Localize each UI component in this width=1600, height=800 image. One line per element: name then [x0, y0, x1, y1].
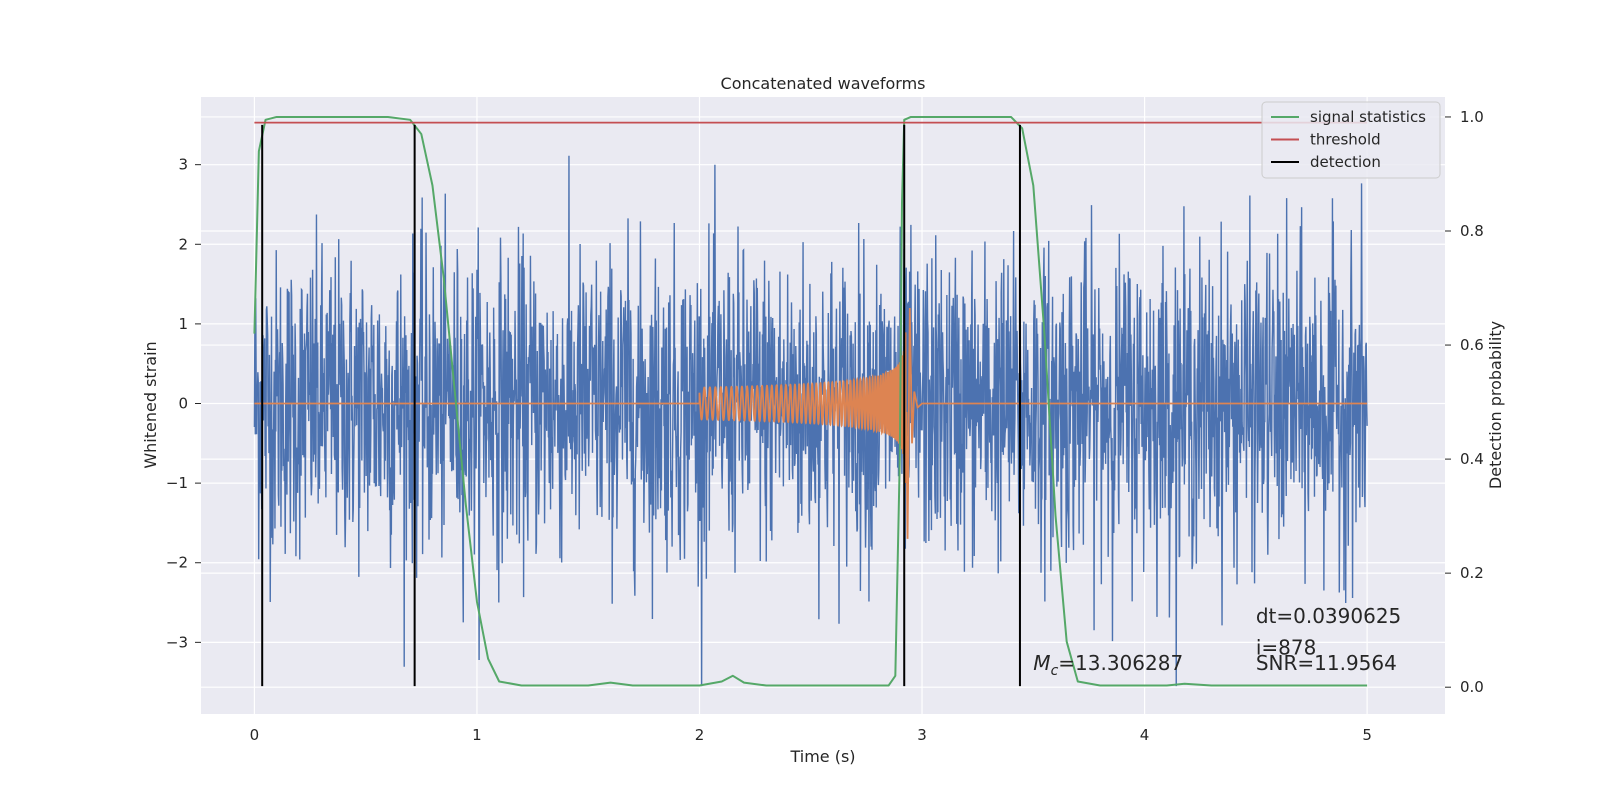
y2-tick-label: 0.0 [1460, 678, 1484, 696]
y-tick-label: 2 [178, 235, 188, 253]
plot-content [253, 115, 1368, 687]
y-axis-label: Whitened strain [141, 341, 160, 468]
signal-statistics-line [253, 115, 1368, 687]
legend: signal statistics threshold detection [1261, 101, 1441, 179]
y-tick-label: −1 [166, 474, 188, 492]
x-tick-label: 4 [1140, 726, 1150, 744]
y-tick-label: 1 [178, 315, 188, 333]
y2-tick-label: 0.8 [1460, 222, 1484, 240]
y-tick-label: 3 [178, 156, 188, 174]
x-axis-label: Time (s) [789, 747, 855, 766]
y-tick-label: −2 [166, 554, 188, 572]
y2-tick-label: 1.0 [1460, 108, 1484, 126]
legend-label: detection [1310, 153, 1381, 171]
y-tick-label: 0 [178, 395, 188, 413]
y2-tick-label: 0.2 [1460, 564, 1484, 582]
annotation-text: Mc=13.306287 [1033, 651, 1183, 679]
x-tick-label: 0 [250, 726, 260, 744]
chart-title: Concatenated waveforms [721, 74, 926, 93]
chirp-series-line [254, 307, 1368, 539]
y2-tick-label: 0.4 [1460, 450, 1484, 468]
y-tick-label: −3 [166, 633, 188, 651]
annotation-text: dt=0.0390625 [1256, 604, 1401, 628]
y2-tick-label: 0.6 [1460, 336, 1484, 354]
y2-axis-label: Detection probability [1486, 321, 1505, 489]
x-tick-label: 1 [472, 726, 482, 744]
annotation-text: i=878 [1256, 635, 1317, 659]
x-tick-label: 5 [1362, 726, 1372, 744]
x-tick-label: 2 [695, 726, 705, 744]
legend-box [1261, 101, 1441, 179]
x-tick-label: 3 [917, 726, 927, 744]
annotation-text: SNR=11.9564 [1256, 651, 1397, 675]
axes: 0 1 2 3 4 5 −3 −2 −1 0 1 2 3 0.0 0.2 0.4 0.6 0.8 1.0 [166, 108, 1484, 744]
legend-label: signal statistics [1310, 108, 1426, 126]
legend-label: threshold [1310, 131, 1381, 149]
